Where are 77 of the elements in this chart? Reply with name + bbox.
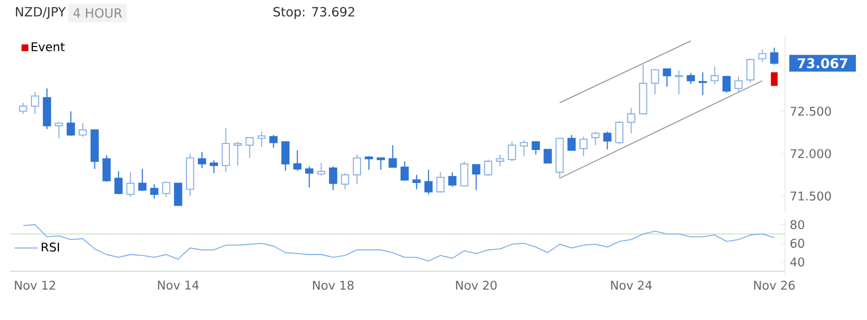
candlestick bbox=[662, 68, 672, 88]
candlestick bbox=[412, 174, 421, 190]
candlestick bbox=[508, 141, 516, 162]
candlestick bbox=[448, 172, 456, 188]
text: Stop: 73.692 bbox=[274, 6, 354, 20]
candlestick bbox=[770, 47, 778, 66]
candlestick bbox=[746, 58, 755, 83]
candlestick bbox=[472, 164, 480, 191]
candlestick bbox=[734, 76, 743, 94]
candlestick bbox=[30, 91, 40, 114]
x-tick-label: Nov 12 bbox=[14, 280, 56, 290]
candlestick bbox=[281, 141, 290, 172]
candlestick bbox=[376, 157, 385, 170]
candlestick bbox=[532, 141, 540, 156]
candlestick bbox=[222, 128, 230, 173]
candlestick bbox=[758, 48, 766, 63]
candlestick bbox=[400, 160, 409, 182]
candlestick bbox=[484, 159, 492, 176]
candlestick bbox=[246, 137, 254, 158]
candlestick bbox=[650, 68, 660, 95]
y-tick-label: 40 bbox=[790, 257, 804, 267]
candlestick bbox=[150, 184, 158, 200]
x-tick-label: Nov 26 bbox=[754, 280, 795, 290]
candlestick bbox=[520, 140, 528, 157]
candlestick bbox=[460, 160, 468, 188]
y-tick-label: 72.000 bbox=[790, 149, 831, 158]
candlestick bbox=[305, 166, 314, 188]
x-tick-label: Nov 20 bbox=[456, 280, 497, 290]
candlestick bbox=[162, 181, 170, 198]
chart-subtitle: 4 HOUR bbox=[73, 8, 122, 18]
candlestick bbox=[19, 102, 28, 114]
candlestick bbox=[591, 131, 600, 146]
candlestick bbox=[174, 182, 182, 207]
candlestick bbox=[388, 144, 397, 168]
candlestick bbox=[424, 169, 433, 195]
candlestick bbox=[352, 154, 362, 185]
candlestick bbox=[210, 160, 218, 174]
candlestick bbox=[686, 72, 695, 85]
candlestick bbox=[579, 136, 588, 157]
candlestick bbox=[257, 131, 266, 148]
candlestick bbox=[329, 166, 338, 191]
candlestick bbox=[54, 122, 64, 139]
candlestick bbox=[567, 134, 576, 151]
candlestick bbox=[234, 141, 242, 166]
legend-label: Event bbox=[32, 42, 65, 52]
x-tick-label: Nov 14 bbox=[158, 280, 199, 290]
candlestick bbox=[114, 170, 123, 195]
y-tick-label: 71.500 bbox=[790, 191, 831, 201]
legend-label: RSI bbox=[42, 242, 59, 252]
candlestick bbox=[722, 75, 731, 94]
candlestick bbox=[496, 154, 504, 167]
candlestick bbox=[627, 107, 636, 134]
chart-title: NZD/JPY bbox=[16, 7, 66, 19]
candlestick bbox=[710, 66, 719, 85]
candlestick bbox=[436, 172, 445, 194]
y-tick-label: 80 bbox=[790, 220, 804, 230]
candlestick bbox=[317, 162, 326, 176]
text: 73.067 bbox=[798, 58, 848, 68]
x-tick-label: Nov 18 bbox=[313, 280, 354, 290]
candlestick bbox=[544, 148, 552, 164]
y-tick-label: 72.500 bbox=[790, 106, 831, 116]
candlestick bbox=[66, 110, 75, 136]
candlestick bbox=[198, 151, 206, 169]
y-tick-label: 60 bbox=[790, 238, 804, 248]
candlestick bbox=[698, 72, 707, 96]
candlestick bbox=[364, 156, 373, 170]
candlestick bbox=[293, 150, 302, 172]
candlestick bbox=[615, 120, 624, 145]
x-tick-label: Nov 24 bbox=[611, 280, 652, 290]
candlestick bbox=[126, 172, 135, 198]
candlestick bbox=[340, 172, 350, 190]
candlestick bbox=[269, 134, 278, 148]
candlestick bbox=[138, 168, 146, 192]
candlestick bbox=[102, 154, 111, 182]
candlestick bbox=[674, 70, 683, 95]
candlestick bbox=[78, 122, 87, 138]
candlestick bbox=[603, 131, 612, 150]
